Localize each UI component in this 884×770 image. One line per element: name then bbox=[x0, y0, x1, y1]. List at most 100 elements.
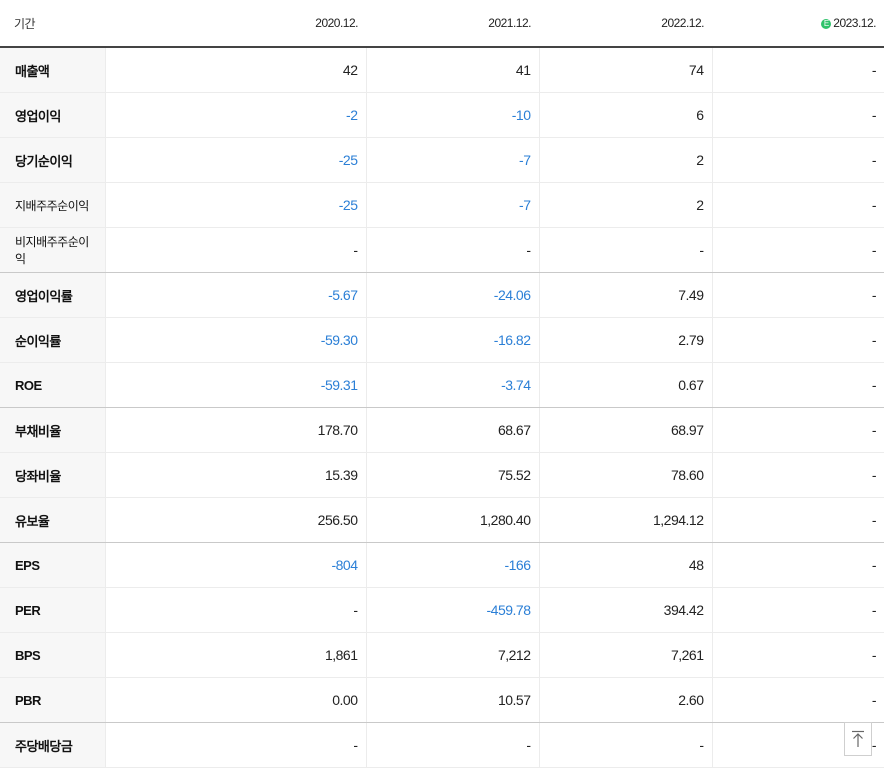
row-label: 지배주주순이익 bbox=[0, 182, 105, 228]
table-row: BPS 1,861 7,212 7,261- bbox=[0, 632, 884, 678]
table-row: 영업이익 -2 -10 6- bbox=[0, 92, 884, 138]
value-cell: -459.78 bbox=[365, 587, 539, 633]
value-cell: - bbox=[711, 452, 884, 498]
table-row: 유보율 256.50 1,280.40 1,294.12- bbox=[0, 497, 884, 543]
value-cell: - bbox=[104, 587, 366, 633]
value-cell: - bbox=[711, 92, 884, 138]
row-label: 매출액 bbox=[0, 47, 105, 93]
value-cell: - bbox=[711, 182, 884, 228]
table-row: 당좌비율 15.39 75.52 78.60- bbox=[0, 452, 884, 498]
row-label: 영업이익 bbox=[0, 92, 105, 138]
column-header-2021: 2021.12. bbox=[366, 0, 539, 48]
value-cell: 68.67 bbox=[365, 407, 539, 453]
value-cell: 0.00 bbox=[104, 677, 366, 723]
row-label: 순이익률 bbox=[0, 317, 105, 363]
value-cell: - bbox=[365, 227, 539, 273]
value-cell: - bbox=[711, 47, 884, 93]
value-cell: -166 bbox=[365, 542, 539, 588]
row-label: PBR bbox=[0, 677, 105, 723]
value-cell: 41 bbox=[365, 47, 539, 93]
table-row: EPS -804 -166 48- bbox=[0, 542, 884, 588]
row-label: PER bbox=[0, 587, 105, 633]
row-label: ROE bbox=[0, 362, 105, 408]
period-label: 기간 bbox=[0, 0, 105, 48]
value-cell: - bbox=[711, 542, 884, 588]
value-cell: 42 bbox=[104, 47, 366, 93]
table-row: 영업이익률 -5.67 -24.06 7.49- bbox=[0, 272, 884, 318]
value-cell: - bbox=[538, 227, 712, 273]
arrow-up-to-top-icon bbox=[852, 730, 864, 747]
value-cell: 256.50 bbox=[104, 497, 366, 543]
value-cell: 7,212 bbox=[365, 632, 539, 678]
table-row: 순이익률 -59.30 -16.82 2.79- bbox=[0, 317, 884, 363]
table-row: PER - -459.78 394.42- bbox=[0, 587, 884, 633]
row-label: 주당배당금 bbox=[0, 722, 105, 768]
value-cell: - bbox=[711, 272, 884, 318]
value-cell: 0.67 bbox=[538, 362, 712, 408]
value-cell: - bbox=[711, 497, 884, 543]
value-cell: - bbox=[711, 227, 884, 273]
value-cell: -7 bbox=[365, 182, 539, 228]
value-cell: 6 bbox=[538, 92, 712, 138]
value-cell: -59.31 bbox=[104, 362, 366, 408]
value-cell: 2 bbox=[538, 182, 712, 228]
value-cell: - bbox=[711, 587, 884, 633]
row-label: 유보율 bbox=[0, 497, 105, 543]
value-cell: 48 bbox=[538, 542, 712, 588]
value-cell: 2 bbox=[538, 137, 712, 183]
value-cell: -5.67 bbox=[104, 272, 366, 318]
value-cell: - bbox=[711, 317, 884, 363]
table-row: 지배주주순이익 -25 -7 2- bbox=[0, 182, 884, 228]
column-header-2020: 2020.12. bbox=[105, 0, 366, 48]
value-cell: 78.60 bbox=[538, 452, 712, 498]
value-cell: -25 bbox=[104, 182, 366, 228]
value-cell: - bbox=[104, 227, 366, 273]
value-cell: -7 bbox=[365, 137, 539, 183]
table-row: 주당배당금 - - - - bbox=[0, 722, 884, 768]
table-row: 당기순이익 -25 -7 2- bbox=[0, 137, 884, 183]
row-label: 영업이익률 bbox=[0, 272, 105, 318]
value-cell: 394.42 bbox=[538, 587, 712, 633]
row-label: 당기순이익 bbox=[0, 137, 105, 183]
column-header-2022: 2022.12. bbox=[539, 0, 712, 48]
estimate-badge-icon: E bbox=[821, 19, 832, 29]
table-row: 비지배주주순이익 - - - - bbox=[0, 227, 884, 273]
value-cell: 1,280.40 bbox=[365, 497, 539, 543]
header-row: 기간 2020.12. 2021.12. 2022.12. E 2023.12. bbox=[0, 0, 884, 48]
value-cell: - bbox=[538, 722, 712, 768]
value-cell: - bbox=[711, 407, 884, 453]
value-cell: 2.60 bbox=[538, 677, 712, 723]
table-row: 매출액 42 41 74- bbox=[0, 47, 884, 93]
value-cell: - bbox=[104, 722, 366, 768]
value-cell: - bbox=[711, 137, 884, 183]
table-row: 부채비율 178.70 68.67 68.97- bbox=[0, 407, 884, 453]
scroll-to-top-button[interactable] bbox=[844, 722, 872, 756]
value-cell: -16.82 bbox=[365, 317, 539, 363]
table-body: 매출액 42 41 74- 영업이익 -2 -10 6- 당기순이익 -25 -7 2- 지배주주순이익… bbox=[0, 47, 884, 768]
value-cell: -59.30 bbox=[104, 317, 366, 363]
row-label: 당좌비율 bbox=[0, 452, 105, 498]
value-cell: - bbox=[365, 722, 539, 768]
value-cell: 15.39 bbox=[104, 452, 366, 498]
value-cell: 10.57 bbox=[365, 677, 539, 723]
column-header-2023-label: 2023.12. bbox=[833, 16, 876, 30]
value-cell: 7.49 bbox=[538, 272, 712, 318]
value-cell: 2.79 bbox=[538, 317, 712, 363]
table-header: 기간 2020.12. 2021.12. 2022.12. E 2023.12. bbox=[0, 0, 884, 48]
row-label: 부채비율 bbox=[0, 407, 105, 453]
table-row: ROE -59.31 -3.74 0.67- bbox=[0, 362, 884, 408]
value-cell: 68.97 bbox=[538, 407, 712, 453]
value-cell: 1,294.12 bbox=[538, 497, 712, 543]
value-cell: -2 bbox=[104, 92, 366, 138]
value-cell: -25 bbox=[104, 137, 366, 183]
value-cell: 75.52 bbox=[365, 452, 539, 498]
value-cell: 1,861 bbox=[104, 632, 366, 678]
value-cell: - bbox=[711, 677, 884, 723]
value-cell: -24.06 bbox=[365, 272, 539, 318]
value-cell: 74 bbox=[538, 47, 712, 93]
value-cell: - bbox=[711, 362, 884, 408]
row-label: EPS bbox=[0, 542, 105, 588]
column-header-2023: E 2023.12. bbox=[712, 0, 884, 48]
